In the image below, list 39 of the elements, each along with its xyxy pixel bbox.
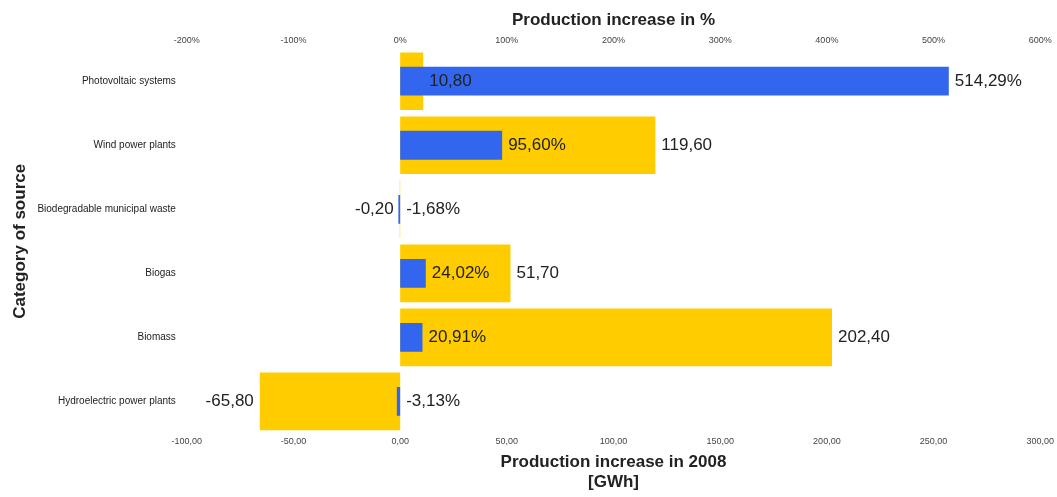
data-label: -3,13%	[406, 391, 461, 411]
x2-tick-label: 600%	[1028, 35, 1052, 46]
x-tick-label: 250,00	[919, 436, 948, 447]
x-tick-label: -100,00	[171, 436, 203, 447]
x2-tick-label: -100%	[280, 35, 307, 46]
x2-tick-label: 300%	[708, 35, 732, 46]
x-tick-label: 100,00	[599, 436, 628, 447]
data-label: 51,70	[516, 263, 560, 282]
x-tick-label: 300,00	[1026, 436, 1054, 447]
data-label: 514,29%	[954, 70, 1022, 90]
data-label: 10,80	[429, 70, 472, 90]
x2-tick-label: 0%	[393, 35, 407, 46]
y-axis-title: Category of source	[9, 163, 29, 319]
data-label: -1,68%	[406, 198, 461, 218]
data-label: -0,20	[355, 198, 394, 218]
x-tick-label: 200,00	[813, 436, 841, 447]
data-label: 119,60	[661, 134, 713, 154]
x2-tick-label: 400%	[815, 35, 839, 46]
data-label: -65,80	[205, 391, 254, 411]
x-axis-title: Production increase in 2008 [GWh]	[500, 452, 727, 492]
y-tick-label: Biomass	[137, 331, 176, 343]
data-label: 20,91%	[428, 327, 487, 347]
y-tick-label: Biodegradable municipal waste	[37, 203, 177, 215]
x2-axis-title: Production increase in %	[511, 9, 716, 29]
data-label: 95,60%	[508, 134, 566, 154]
data-label: 24,02%	[431, 263, 490, 282]
x2-tick-label: 500%	[922, 35, 946, 46]
y-tick-label: Biogas	[145, 267, 176, 279]
x-tick-label: 50,00	[495, 436, 519, 447]
x-tick-label: 0,00	[391, 436, 409, 447]
x2-tick-label: 100%	[495, 35, 519, 46]
y-tick-label: Photovoltaic systems	[81, 74, 176, 86]
x-tick-label: -50,00	[280, 436, 307, 447]
x-tick-label: 150,00	[706, 436, 734, 447]
y-tick-label: Wind power plants	[93, 139, 176, 150]
x2-tick-label: -200%	[173, 35, 200, 46]
data-label: 202,40	[838, 327, 890, 347]
x2-tick-label: 200%	[602, 35, 626, 46]
y-tick-label: Hydroelectric power plants	[57, 395, 176, 407]
